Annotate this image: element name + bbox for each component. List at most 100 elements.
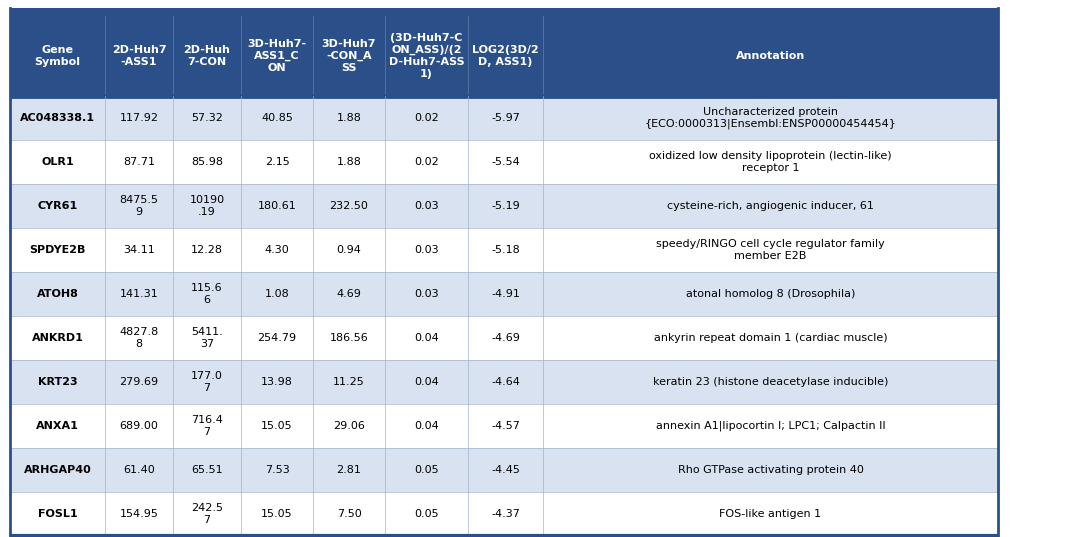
Text: 12.28: 12.28 xyxy=(191,245,223,255)
Bar xyxy=(10,16,998,96)
Text: Rho GTPase activating protein 40: Rho GTPase activating protein 40 xyxy=(678,465,864,475)
Bar xyxy=(10,272,998,316)
Text: 0.04: 0.04 xyxy=(415,421,438,431)
Text: oxidized low density lipoprotein (lectin-like)
receptor 1: oxidized low density lipoprotein (lectin… xyxy=(650,151,892,172)
Text: LOG2(3D/2
D, ASS1): LOG2(3D/2 D, ASS1) xyxy=(472,45,539,67)
Text: 13.98: 13.98 xyxy=(261,377,293,387)
Text: ANKRD1: ANKRD1 xyxy=(32,333,84,343)
Text: 177.0
7: 177.0 7 xyxy=(191,372,223,393)
Text: 29.06: 29.06 xyxy=(333,421,364,431)
Text: 7.50: 7.50 xyxy=(336,509,361,519)
Text: -5.18: -5.18 xyxy=(491,245,520,255)
Text: 689.00: 689.00 xyxy=(120,421,159,431)
Text: Gene
Symbol: Gene Symbol xyxy=(35,45,81,67)
Text: 1.08: 1.08 xyxy=(264,289,289,299)
Text: 0.04: 0.04 xyxy=(415,333,438,343)
Text: 141.31: 141.31 xyxy=(120,289,159,299)
Text: FOSL1: FOSL1 xyxy=(38,509,77,519)
Text: 2.81: 2.81 xyxy=(336,465,361,475)
Text: 117.92: 117.92 xyxy=(120,113,159,123)
Text: 10190
.19: 10190 .19 xyxy=(189,195,224,216)
Text: 4.69: 4.69 xyxy=(336,289,361,299)
Bar xyxy=(10,96,998,140)
Bar xyxy=(10,8,998,16)
Text: KRT23: KRT23 xyxy=(38,377,77,387)
Text: Uncharacterized protein
{ECO:0000313|Ensembl:ENSP00000454454}: Uncharacterized protein {ECO:0000313|Ens… xyxy=(644,107,897,129)
Text: OLR1: OLR1 xyxy=(41,157,74,167)
Bar xyxy=(10,360,998,404)
Text: 180.61: 180.61 xyxy=(258,201,296,211)
Text: 15.05: 15.05 xyxy=(261,421,293,431)
Text: 3D-Huh7-
ASS1_C
ON: 3D-Huh7- ASS1_C ON xyxy=(247,39,307,72)
Text: 85.98: 85.98 xyxy=(191,157,223,167)
Text: 0.03: 0.03 xyxy=(415,245,438,255)
Text: 242.5
7: 242.5 7 xyxy=(191,503,223,525)
Text: 40.85: 40.85 xyxy=(261,113,293,123)
Text: annexin A1|lipocortin I; LPC1; Calpactin II: annexin A1|lipocortin I; LPC1; Calpactin… xyxy=(656,421,886,431)
Text: 0.04: 0.04 xyxy=(415,377,438,387)
Bar xyxy=(10,316,998,360)
Text: ankyrin repeat domain 1 (cardiac muscle): ankyrin repeat domain 1 (cardiac muscle) xyxy=(654,333,888,343)
Text: SPDYE2B: SPDYE2B xyxy=(29,245,86,255)
Text: 0.94: 0.94 xyxy=(336,245,361,255)
Text: 0.02: 0.02 xyxy=(415,157,438,167)
Text: (3D-Huh7-C
ON_ASS)/(2
D-Huh7-ASS
1): (3D-Huh7-C ON_ASS)/(2 D-Huh7-ASS 1) xyxy=(388,33,465,78)
Text: 716.4
7: 716.4 7 xyxy=(191,416,223,437)
Text: 4.30: 4.30 xyxy=(264,245,289,255)
Text: 5411.
37: 5411. 37 xyxy=(191,328,223,349)
Text: ANXA1: ANXA1 xyxy=(36,421,79,431)
Text: 2D-Huh7
-ASS1: 2D-Huh7 -ASS1 xyxy=(112,45,166,67)
Text: -4.91: -4.91 xyxy=(491,289,520,299)
Bar xyxy=(10,184,998,228)
Text: Annotation: Annotation xyxy=(735,51,805,61)
Text: -4.69: -4.69 xyxy=(491,333,520,343)
Text: 0.05: 0.05 xyxy=(415,465,438,475)
Text: ARHGAP40: ARHGAP40 xyxy=(24,465,91,475)
Text: 0.03: 0.03 xyxy=(415,201,438,211)
Text: 232.50: 232.50 xyxy=(330,201,369,211)
Text: 1.88: 1.88 xyxy=(336,113,361,123)
Text: -5.97: -5.97 xyxy=(491,113,520,123)
Text: -4.37: -4.37 xyxy=(491,509,520,519)
Bar xyxy=(10,404,998,448)
Text: keratin 23 (histone deacetylase inducible): keratin 23 (histone deacetylase inducibl… xyxy=(653,377,888,387)
Text: 8475.5
9: 8475.5 9 xyxy=(120,195,159,216)
Text: 7.53: 7.53 xyxy=(264,465,289,475)
Text: 57.32: 57.32 xyxy=(191,113,223,123)
Text: 115.6
6: 115.6 6 xyxy=(191,284,223,304)
Text: 254.79: 254.79 xyxy=(258,333,297,343)
Text: CYR61: CYR61 xyxy=(37,201,77,211)
Text: -4.45: -4.45 xyxy=(491,465,520,475)
Text: ATOH8: ATOH8 xyxy=(37,289,78,299)
Text: 2D-Huh
7-CON: 2D-Huh 7-CON xyxy=(184,45,231,67)
Text: 186.56: 186.56 xyxy=(330,333,369,343)
Bar xyxy=(10,140,998,184)
Text: 11.25: 11.25 xyxy=(333,377,364,387)
Text: -4.64: -4.64 xyxy=(491,377,520,387)
Text: 87.71: 87.71 xyxy=(123,157,154,167)
Text: -5.54: -5.54 xyxy=(491,157,520,167)
Text: 1.88: 1.88 xyxy=(336,157,361,167)
Text: speedy/RINGO cell cycle regulator family
member E2B: speedy/RINGO cell cycle regulator family… xyxy=(656,240,885,260)
Text: -4.57: -4.57 xyxy=(491,421,520,431)
Bar xyxy=(10,492,998,536)
Text: AC048338.1: AC048338.1 xyxy=(20,113,95,123)
Text: 2.15: 2.15 xyxy=(264,157,289,167)
Text: FOS-like antigen 1: FOS-like antigen 1 xyxy=(719,509,821,519)
Bar xyxy=(10,448,998,492)
Text: 0.03: 0.03 xyxy=(415,289,438,299)
Bar xyxy=(10,228,998,272)
Text: 154.95: 154.95 xyxy=(120,509,159,519)
Text: 0.02: 0.02 xyxy=(415,113,438,123)
Text: atonal homolog 8 (Drosophila): atonal homolog 8 (Drosophila) xyxy=(685,289,855,299)
Text: 279.69: 279.69 xyxy=(120,377,159,387)
Text: -5.19: -5.19 xyxy=(491,201,520,211)
Text: 65.51: 65.51 xyxy=(191,465,223,475)
Text: cysteine-rich, angiogenic inducer, 61: cysteine-rich, angiogenic inducer, 61 xyxy=(667,201,874,211)
Text: 0.05: 0.05 xyxy=(415,509,438,519)
Text: 3D-Huh7
-CON_A
SS: 3D-Huh7 -CON_A SS xyxy=(322,39,376,72)
Text: 4827.8
8: 4827.8 8 xyxy=(120,328,159,349)
Text: 15.05: 15.05 xyxy=(261,509,293,519)
Text: 61.40: 61.40 xyxy=(123,465,154,475)
Text: 34.11: 34.11 xyxy=(123,245,154,255)
